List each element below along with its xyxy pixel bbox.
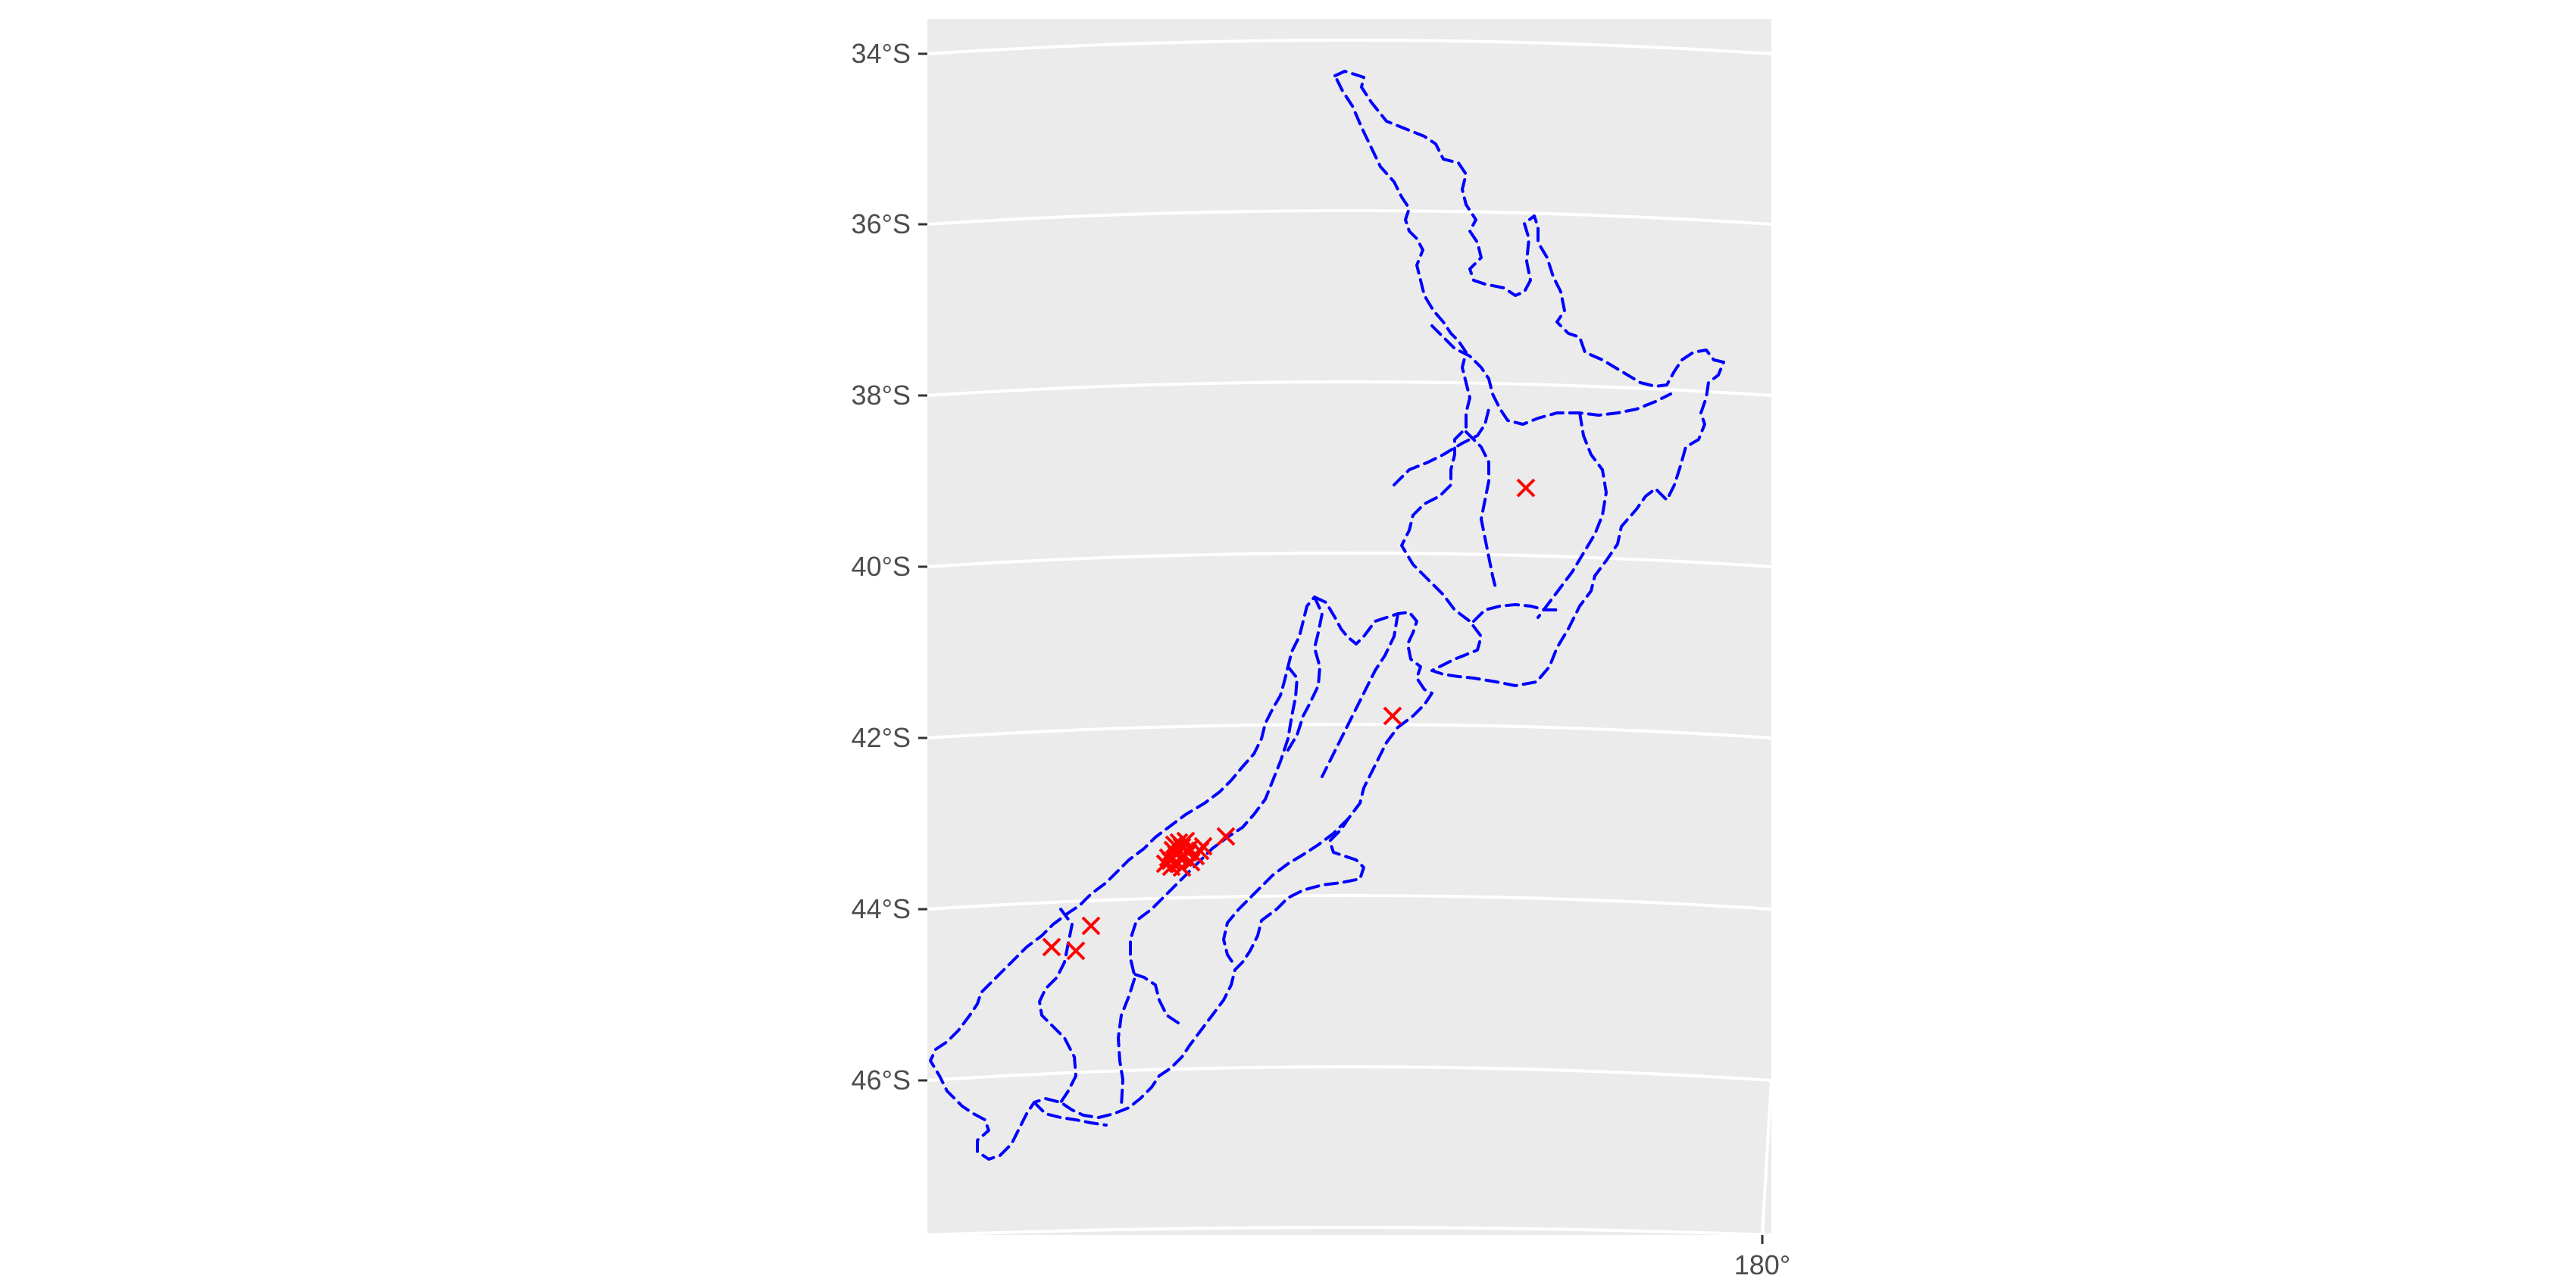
north-island-region-wellington (1472, 603, 1562, 623)
north-island-region-central (1393, 408, 1490, 486)
observation-marker (1165, 835, 1184, 855)
lat-label-36s: 36°S (852, 208, 911, 239)
parallel-36s (927, 209, 1772, 226)
lat-label-38s: 38°S (852, 380, 911, 411)
observation-marker (1174, 848, 1193, 868)
north-island-region-waikato (1430, 324, 1672, 426)
observation-marker (1383, 706, 1402, 726)
lat-label-42s: 42°S (852, 722, 911, 753)
south-island-region-westland (1038, 908, 1077, 1104)
coastline-outlines (929, 70, 1725, 1161)
lat-label-34s: 34°S (852, 38, 911, 69)
north-island-region-taranaki (1465, 430, 1498, 592)
observation-marker (1042, 937, 1061, 957)
lat-label-40s: 40°S (852, 551, 911, 582)
observation-marker (1161, 857, 1181, 877)
observation-markers (1042, 478, 1536, 961)
lat-label-44s: 44°S (852, 893, 911, 924)
observation-marker (1081, 916, 1101, 936)
parallel-48s (927, 1226, 1772, 1236)
south-island-outline (929, 596, 1433, 1161)
observation-marker (1190, 841, 1210, 861)
north-island-outline (1333, 70, 1725, 687)
observation-marker (1216, 827, 1236, 846)
map-panel (927, 19, 1771, 1235)
parallel-34s (927, 39, 1772, 55)
parallel-44s (927, 894, 1772, 911)
south-island-region-marlborough (1321, 612, 1399, 778)
parallel-38s (927, 380, 1772, 397)
meridian-180 (1761, 1079, 1773, 1236)
lat-labels: 34°S 36°S 38°S 40°S 42°S 44°S 46°S (852, 38, 911, 1096)
south-island-region-nelson (1286, 596, 1324, 752)
lat-ticks (918, 52, 927, 1082)
observation-marker (1516, 478, 1536, 498)
south-island-region-canterbury (1222, 817, 1350, 968)
lat-label-46s: 46°S (852, 1064, 911, 1096)
observation-marker (1169, 833, 1189, 852)
parallel-40s (927, 552, 1772, 568)
south-island-region-otago (1131, 972, 1180, 1024)
south-island-region-west (1117, 665, 1299, 1108)
parallel-46s (927, 1065, 1772, 1082)
observation-marker (1066, 941, 1086, 961)
south-island-region-southland (1033, 1101, 1108, 1127)
lon-label-180: 180° (1734, 1249, 1790, 1280)
north-island-region-hawkes-bay (1537, 411, 1608, 619)
